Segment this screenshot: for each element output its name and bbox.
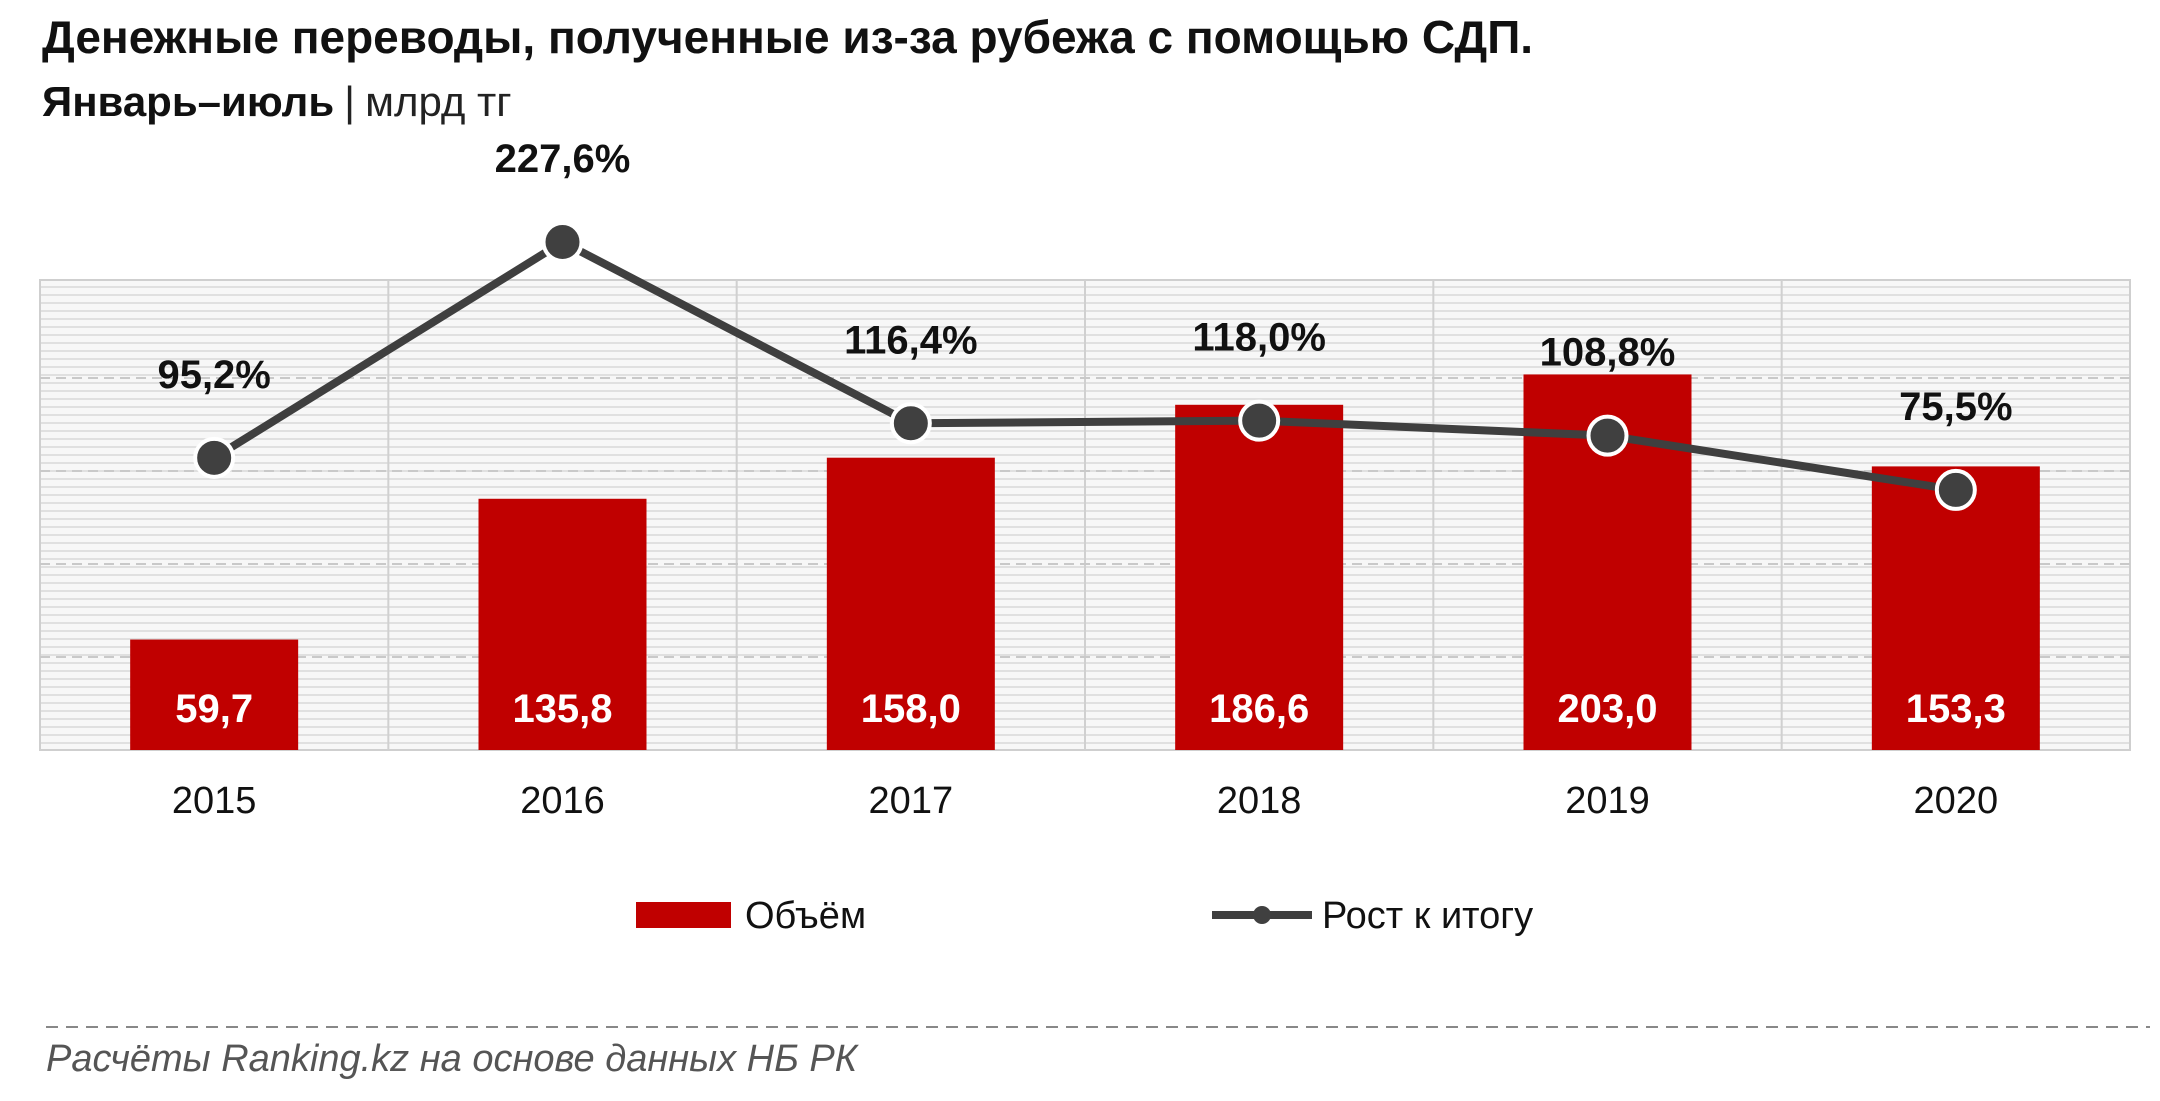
legend-label-volume: Объём [745, 895, 866, 937]
x-tick-label: 2020 [1914, 780, 1999, 822]
bar [826, 457, 995, 750]
bar [130, 639, 299, 750]
x-tick-label: 2019 [1565, 780, 1650, 822]
bar-value-label: 158,0 [861, 687, 961, 731]
bar-value-label: 59,7 [175, 687, 253, 731]
line-series: 95,2% 227,6% 116,4% 118,0% 108,8% 75,5% [157, 137, 2013, 511]
line-value-label: 108,8% [1540, 331, 1676, 375]
line-point [1238, 399, 1281, 442]
legend-swatch-volume [636, 902, 731, 928]
bar [1175, 404, 1344, 750]
x-tick-label: 2018 [1217, 780, 1302, 822]
bar-value-label: 186,6 [1209, 687, 1309, 731]
line-point [1934, 468, 1977, 511]
line-point [193, 436, 236, 479]
line-value-label: 118,0% [1192, 316, 1325, 360]
subtitle-separator: | [344, 78, 356, 125]
legend-label-growth: Рост к итогу [1322, 895, 1533, 937]
bar-value-label: 203,0 [1557, 687, 1657, 731]
x-tick-label: 2015 [172, 780, 257, 822]
line-point [541, 221, 584, 264]
line-value-label: 116,4% [844, 318, 977, 362]
bar [478, 498, 647, 750]
series-line [212, 238, 1957, 494]
legend-marker-growth [1253, 906, 1271, 924]
source-note: Расчёты Ranking.kz на основе данных НБ Р… [46, 1038, 858, 1080]
grid [40, 280, 2130, 750]
bar-value-label: 135,8 [512, 687, 612, 731]
x-axis: 2015 2016 2017 2018 2019 2020 [172, 780, 1998, 822]
bar-value-label: 153,3 [1906, 687, 2006, 731]
legend: Объём Рост к итогу [636, 895, 1533, 937]
line-value-label: 95,2% [157, 353, 270, 397]
bar-series: 59,7 135,8 158,0 186,6 203,0 153,3 [130, 374, 2040, 750]
line-point [1586, 414, 1629, 457]
subtitle-period: Январь–июль [42, 78, 335, 125]
line-point [889, 402, 932, 445]
bar [1871, 466, 2040, 750]
line-value-label: 75,5% [1899, 385, 2012, 429]
chart-title: Денежные переводы, полученные из-за рубе… [42, 11, 1534, 63]
x-tick-label: 2017 [869, 780, 954, 822]
x-tick-label: 2016 [520, 780, 605, 822]
subtitle-unit: млрд тг [365, 78, 512, 125]
chart-subtitle: Январь–июль | млрд тг [42, 78, 512, 126]
line-value-label: 227,6% [495, 137, 631, 181]
